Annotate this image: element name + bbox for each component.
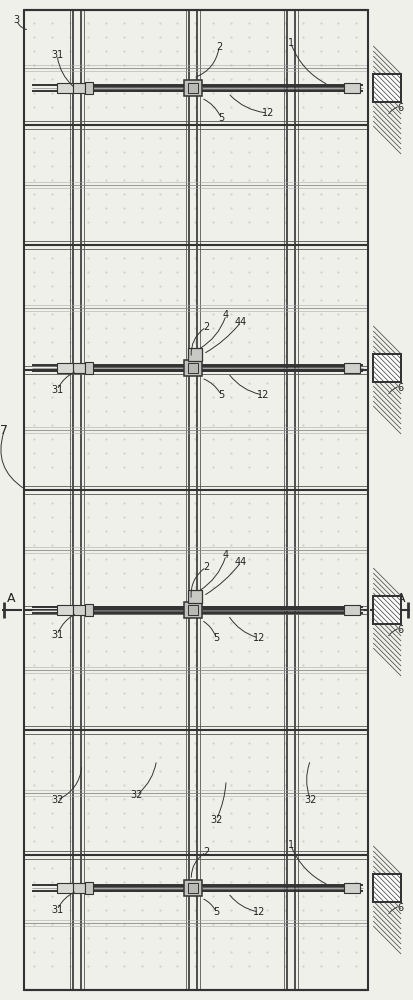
Bar: [85, 82, 93, 94]
Bar: [188, 883, 198, 893]
Text: 5: 5: [218, 390, 224, 400]
Text: 31: 31: [51, 385, 63, 395]
Bar: [188, 605, 198, 615]
Text: A: A: [396, 591, 404, 604]
Bar: [344, 605, 359, 615]
Bar: [373, 354, 400, 382]
Text: 2: 2: [203, 847, 209, 857]
Bar: [57, 605, 73, 615]
Text: 32: 32: [51, 795, 63, 805]
Bar: [73, 83, 85, 93]
Text: A: A: [7, 591, 16, 604]
Text: 5: 5: [218, 113, 224, 123]
Text: 6: 6: [396, 903, 402, 913]
Bar: [373, 874, 400, 902]
Bar: [184, 80, 202, 96]
Bar: [73, 883, 85, 893]
Text: 32: 32: [130, 790, 142, 800]
Text: 4: 4: [223, 550, 229, 560]
Bar: [188, 348, 202, 361]
Bar: [344, 883, 359, 893]
Bar: [24, 10, 368, 990]
Bar: [373, 874, 400, 902]
Text: 12: 12: [261, 108, 273, 118]
Text: 12: 12: [252, 633, 264, 643]
Bar: [373, 74, 400, 102]
Text: 5: 5: [213, 907, 219, 917]
Bar: [73, 605, 85, 615]
Text: 31: 31: [51, 630, 63, 640]
Text: 44: 44: [234, 557, 247, 567]
Bar: [184, 880, 202, 896]
Bar: [85, 362, 93, 374]
Bar: [373, 74, 400, 102]
Text: 6: 6: [396, 625, 402, 635]
Bar: [85, 604, 93, 616]
Bar: [188, 590, 202, 603]
Text: 2: 2: [203, 562, 209, 572]
Bar: [373, 596, 400, 624]
Text: 3: 3: [13, 15, 19, 25]
Text: 6: 6: [396, 103, 402, 113]
Text: 31: 31: [51, 50, 63, 60]
Bar: [57, 83, 73, 93]
Text: 12: 12: [252, 907, 264, 917]
Bar: [73, 363, 85, 373]
Text: 5: 5: [213, 633, 219, 643]
Text: 44: 44: [234, 317, 247, 327]
Text: 31: 31: [51, 905, 63, 915]
Bar: [344, 363, 359, 373]
Bar: [57, 883, 73, 893]
Text: 32: 32: [304, 795, 316, 805]
Text: 1: 1: [287, 38, 293, 48]
Text: 32: 32: [209, 815, 222, 825]
Bar: [373, 354, 400, 382]
Text: 7: 7: [0, 424, 8, 436]
Bar: [188, 363, 198, 373]
Text: 1: 1: [287, 840, 293, 850]
Text: 4: 4: [223, 310, 229, 320]
Bar: [184, 602, 202, 618]
Text: 12: 12: [256, 390, 268, 400]
Bar: [57, 363, 73, 373]
Bar: [373, 596, 400, 624]
Bar: [188, 83, 198, 93]
Bar: [184, 360, 202, 376]
Text: 6: 6: [396, 383, 402, 393]
Text: 2: 2: [203, 322, 209, 332]
Text: 2: 2: [216, 42, 222, 52]
Bar: [344, 83, 359, 93]
Bar: [85, 882, 93, 894]
